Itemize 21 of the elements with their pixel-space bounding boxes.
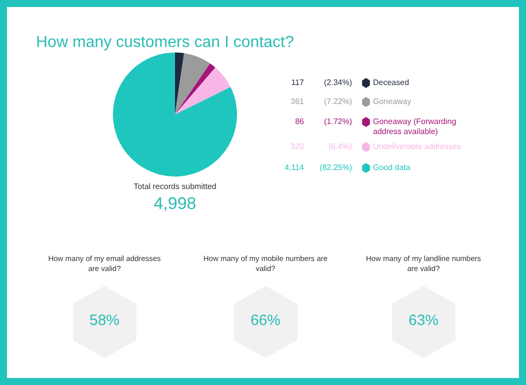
data-label: 320: [290, 142, 305, 152]
text: 58%: [88, 312, 121, 329]
text: (2.34%): [324, 78, 352, 88]
legend-label: Goneaway: [373, 97, 412, 106]
text: (1.72%): [324, 117, 352, 126]
text: 63%: [407, 312, 440, 329]
text: (6.4%): [328, 142, 352, 152]
legend-label: Good data: [373, 163, 411, 172]
legend-label: Undeliverable addresses: [373, 142, 462, 152]
chart-title: How many customers can I contact?: [36, 34, 294, 52]
text: 4,998: [152, 194, 198, 214]
text: Total records submitted: [132, 182, 218, 191]
text: 66%: [249, 312, 282, 329]
data-label: 361: [290, 97, 305, 106]
legend-label: Deceased: [373, 78, 410, 88]
data-label: 4,114: [284, 163, 305, 172]
data-label: 86: [295, 117, 305, 126]
legend-label: Goneaway (Forwarding address available): [373, 117, 456, 136]
text: (7.22%): [324, 97, 352, 106]
text: (82.25%): [320, 163, 352, 172]
data-label: 117: [291, 78, 305, 88]
